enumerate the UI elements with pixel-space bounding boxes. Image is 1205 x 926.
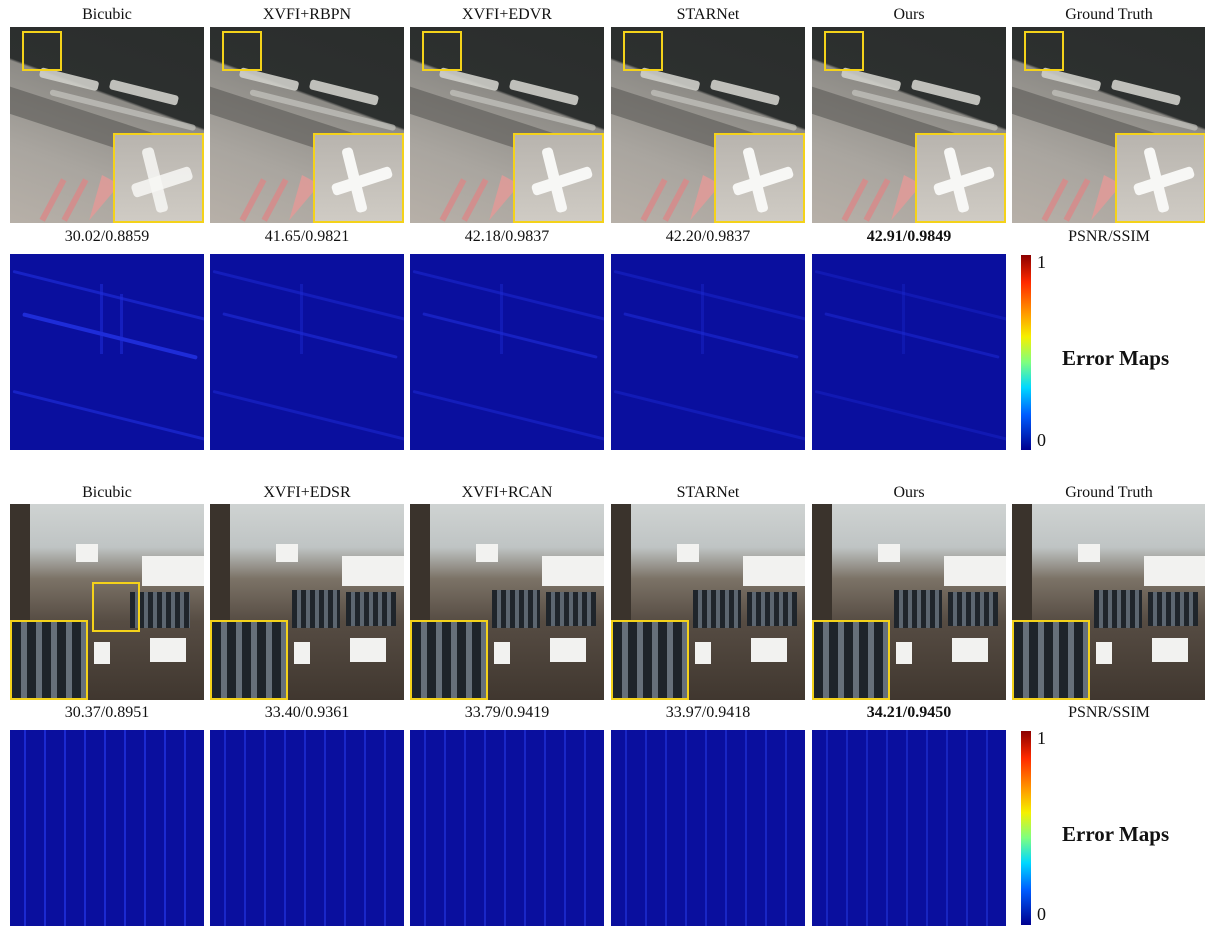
method-title: XVFI+EDSR <box>263 484 351 501</box>
zoom-region-box <box>623 31 663 71</box>
error-map <box>10 254 204 450</box>
method-title: STARNet <box>676 484 740 501</box>
zoom-region-box <box>92 582 140 632</box>
colorbar-max-label: 1 <box>1037 728 1046 748</box>
error-map <box>611 730 805 926</box>
ground-truth-image <box>1012 27 1205 223</box>
psnr-ssim-score: 33.97/0.9418 <box>665 704 751 721</box>
zoomed-inset <box>1012 620 1090 700</box>
error-map <box>410 730 604 926</box>
zoomed-inset <box>210 620 288 700</box>
zoom-region-box <box>22 31 62 71</box>
error-map <box>611 254 805 450</box>
sr-result-image <box>210 504 404 700</box>
psnr-ssim-score: 33.40/0.9361 <box>264 704 350 721</box>
zoomed-inset <box>714 133 805 223</box>
error-map <box>210 254 404 450</box>
zoomed-inset <box>313 133 404 223</box>
error-map <box>410 254 604 450</box>
zoomed-inset <box>1115 133 1205 223</box>
error-map <box>10 730 204 926</box>
sr-result-image <box>812 27 1006 223</box>
error-colorbar <box>1021 255 1031 450</box>
zoomed-inset <box>113 133 204 223</box>
sr-result-image <box>10 27 204 223</box>
sr-result-image <box>611 504 805 700</box>
method-title: Bicubic <box>82 6 132 23</box>
error-maps-label: Error Maps <box>1062 822 1170 846</box>
colorbar-max-label: 1 <box>1037 252 1046 272</box>
psnr-ssim-score: 30.37/0.8951 <box>64 704 150 721</box>
method-title: Ground Truth <box>1065 484 1153 501</box>
sr-result-image <box>210 27 404 223</box>
psnr-ssim-score: 33.79/0.9419 <box>464 704 550 721</box>
colorbar-min-label: 0 <box>1037 430 1046 450</box>
method-title: STARNet <box>676 6 740 23</box>
psnr-ssim-score: 42.20/0.9837 <box>665 228 751 245</box>
zoomed-inset <box>812 620 890 700</box>
method-title: Ground Truth <box>1065 6 1153 23</box>
zoom-region-box <box>222 31 262 71</box>
ground-truth-image <box>1012 504 1205 700</box>
zoomed-inset <box>513 133 604 223</box>
method-title: Bicubic <box>82 484 132 501</box>
error-map <box>812 254 1006 450</box>
zoom-region-box <box>824 31 864 71</box>
sr-result-image <box>812 504 1006 700</box>
method-title: Ours <box>893 6 925 23</box>
method-title: Ours <box>893 484 925 501</box>
sr-result-image <box>410 504 604 700</box>
zoom-region-box <box>422 31 462 71</box>
sr-result-image <box>611 27 805 223</box>
psnr-ssim-score-best: 42.91/0.9849 <box>866 228 952 245</box>
zoomed-inset <box>611 620 689 700</box>
sr-result-image <box>10 504 204 700</box>
zoomed-inset <box>10 620 88 700</box>
error-maps-label: Error Maps <box>1062 346 1170 370</box>
zoom-region-box <box>1024 31 1064 71</box>
metric-name-label: PSNR/SSIM <box>1068 228 1150 245</box>
sr-result-image <box>410 27 604 223</box>
error-colorbar <box>1021 731 1031 925</box>
zoomed-inset <box>410 620 488 700</box>
method-title: XVFI+EDVR <box>462 6 552 23</box>
error-map <box>812 730 1006 926</box>
metric-name-label: PSNR/SSIM <box>1068 704 1150 721</box>
method-title: XVFI+RBPN <box>262 6 352 23</box>
psnr-ssim-score: 41.65/0.9821 <box>264 228 350 245</box>
zoomed-inset <box>915 133 1006 223</box>
colorbar-min-label: 0 <box>1037 904 1046 924</box>
error-map <box>210 730 404 926</box>
psnr-ssim-score-best: 34.21/0.9450 <box>866 704 952 721</box>
psnr-ssim-score: 42.18/0.9837 <box>464 228 550 245</box>
psnr-ssim-score: 30.02/0.8859 <box>64 228 150 245</box>
method-title: XVFI+RCAN <box>461 484 553 501</box>
